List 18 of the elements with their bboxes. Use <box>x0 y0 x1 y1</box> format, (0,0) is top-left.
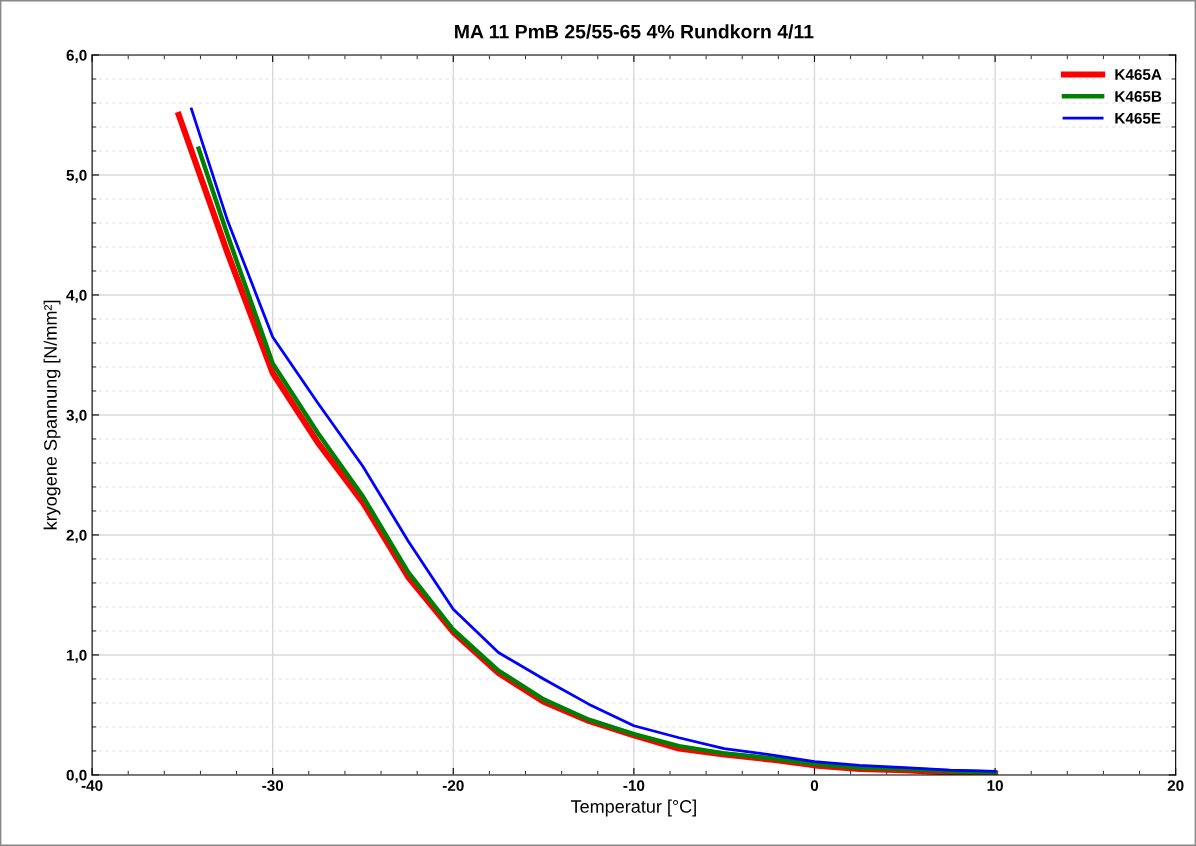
x-tick-label: 0 <box>810 780 819 792</box>
y-tick-label: 3,0 <box>66 409 87 423</box>
legend-label: K465A <box>1115 69 1162 80</box>
x-tick-label: -30 <box>262 780 284 792</box>
y-tick-label: 6,0 <box>66 49 87 63</box>
x-tick-label: -20 <box>442 780 464 792</box>
y-tick-label: 4,0 <box>66 289 87 303</box>
x-tick-label: 20 <box>1167 780 1184 792</box>
x-axis-title: Temperatur [°C] <box>570 799 696 817</box>
legend-label: K465B <box>1115 91 1162 102</box>
x-tick-label: 10 <box>987 780 1003 792</box>
chart-title: MA 11 PmB 25/55-65 4% Rundkorn 4/11 <box>455 24 814 39</box>
y-tick-label: 5,0 <box>66 169 87 183</box>
y-tick-label: 2,0 <box>66 529 87 543</box>
x-tick-label: -10 <box>623 780 645 792</box>
legend-label: K465E <box>1115 112 1161 124</box>
y-tick-label: 1,0 <box>66 649 87 663</box>
y-axis-title: kryogene Spannung [N/mm²] <box>43 300 61 530</box>
